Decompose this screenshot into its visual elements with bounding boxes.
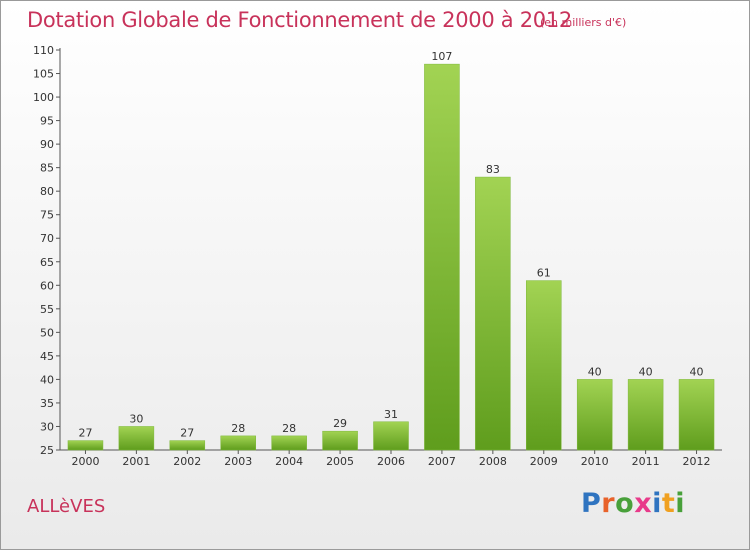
value-label-2010: 40 [588, 365, 602, 378]
place-name: ALLèVES [27, 496, 106, 517]
bar-2000 [67, 440, 104, 451]
y-tick-label: 100 [33, 91, 54, 104]
bar-2001 [118, 426, 155, 451]
bar-2008 [475, 176, 511, 451]
logo-letter: P [581, 488, 602, 519]
x-tick-label: 2000 [71, 455, 99, 468]
value-label-2011: 40 [639, 365, 653, 378]
chart-unit-label: (en milliers d'€) [540, 16, 627, 29]
bar-2006 [373, 421, 409, 451]
y-tick-label: 65 [40, 256, 54, 269]
value-label-2003: 28 [231, 422, 245, 435]
x-tick-label: 2012 [683, 455, 711, 468]
bar-2005 [322, 430, 358, 451]
x-tick-label: 2006 [377, 455, 405, 468]
value-label-2009: 61 [537, 267, 551, 280]
x-tick-label: 2005 [326, 455, 354, 468]
bar-2003 [220, 435, 256, 451]
bar-2010 [576, 379, 613, 451]
y-tick-label: 50 [40, 326, 54, 339]
logo-letter: x [634, 488, 653, 519]
y-tick-label: 110 [33, 44, 54, 57]
value-label-2006: 31 [384, 408, 398, 421]
proxiti-logo: Proxiti [581, 488, 685, 519]
logo-letter: i [652, 488, 662, 519]
x-tick-label: 2004 [275, 455, 303, 468]
chart-value-labels: 27 30 27 28 28 29 31 107 83 61 40 40 40 [78, 50, 703, 439]
x-tick-label: 2010 [581, 455, 609, 468]
chart-title: Dotation Globale de Fonctionnement de 20… [27, 8, 572, 32]
y-tick-label: 55 [40, 303, 54, 316]
value-label-2000: 27 [78, 427, 92, 440]
value-label-2007: 107 [431, 50, 452, 63]
y-tick-label: 95 [40, 115, 54, 128]
logo-letter: t [661, 488, 676, 519]
value-label-2005: 29 [333, 417, 347, 430]
logo-letter: i [675, 488, 686, 519]
y-tick-label: 85 [40, 162, 54, 175]
y-tick-label: 40 [40, 373, 54, 386]
y-tick-label: 80 [40, 185, 54, 198]
logo-letter: r [601, 488, 616, 519]
y-tick-label: 90 [40, 138, 54, 151]
x-tick-label: 2009 [530, 455, 558, 468]
value-label-2012: 40 [690, 365, 704, 378]
y-tick-label: 105 [33, 68, 54, 81]
bar-2002 [169, 440, 206, 451]
bar-2009 [526, 280, 562, 451]
x-tick-label: 2008 [479, 455, 507, 468]
x-tick-label: 2002 [173, 455, 201, 468]
chart-axes: 25 30 35 40 45 50 55 60 65 70 75 80 85 90 95 100 105 110 2… [33, 44, 722, 468]
bar-2004 [271, 435, 307, 451]
value-label-2001: 30 [129, 412, 143, 425]
y-tick-label: 35 [40, 397, 54, 410]
x-tick-label: 2011 [632, 455, 660, 468]
value-label-2002: 27 [180, 427, 194, 440]
y-tick-label: 75 [40, 209, 54, 222]
value-label-2008: 83 [486, 163, 500, 176]
y-tick-label: 45 [40, 350, 54, 363]
chart-bars [67, 63, 715, 451]
logo-letter: o [615, 488, 635, 519]
bar-2011 [627, 379, 664, 451]
y-tick-label: 60 [40, 279, 54, 292]
value-label-2004: 28 [282, 422, 296, 435]
x-tick-label: 2003 [224, 455, 252, 468]
x-tick-label: 2007 [428, 455, 456, 468]
bar-2007 [424, 63, 460, 451]
y-tick-label: 70 [40, 232, 54, 245]
y-tick-label: 25 [40, 444, 54, 457]
y-tick-label: 30 [40, 420, 54, 433]
bar-2012 [678, 379, 715, 451]
x-tick-label: 2001 [122, 455, 150, 468]
